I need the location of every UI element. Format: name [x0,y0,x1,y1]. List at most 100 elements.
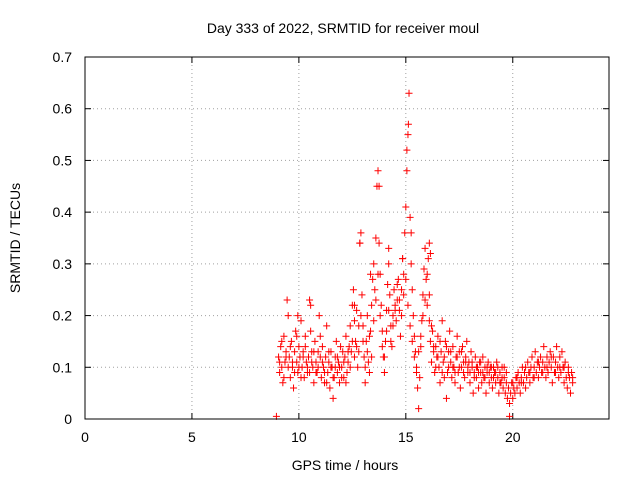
data-point [430,343,438,351]
data-point [290,384,298,392]
data-point [440,374,448,382]
data-point [402,275,410,283]
data-point [569,374,577,382]
data-point [323,379,331,387]
data-point [460,368,468,376]
data-point [353,343,361,351]
data-point [401,229,409,237]
data-point [522,363,530,371]
data-point [383,327,391,335]
data-point [365,368,373,376]
data-point [364,358,372,366]
data-point [442,394,450,402]
data-point [291,348,299,356]
data-point [407,260,415,268]
data-point [297,317,305,325]
data-point [463,337,471,345]
data-point [404,301,412,309]
data-point [350,301,358,309]
data-point [485,379,493,387]
data-point [295,343,303,351]
x-tick-label: 15 [398,429,414,445]
y-axis-label: SRMTID / TECUs [7,183,23,293]
data-point [380,368,388,376]
data-point [370,260,378,268]
data-point [440,353,448,361]
data-point [284,363,292,371]
data-point [418,317,426,325]
data-point [315,312,323,320]
data-point [447,348,455,356]
data-point [534,358,542,366]
y-tick-label: 0.3 [53,256,73,272]
data-point [421,296,429,304]
data-point [451,368,459,376]
data-point [368,301,376,309]
data-point [408,286,416,294]
data-point [517,379,525,387]
data-point [307,301,315,309]
data-point [344,348,352,356]
data-point [403,146,411,154]
data-point [471,353,479,361]
data-point [317,374,325,382]
data-point [490,374,498,382]
data-point [279,379,287,387]
data-point [528,353,536,361]
data-point [363,312,371,320]
data-point [404,120,412,128]
x-tick-label: 10 [291,429,307,445]
data-point [375,239,383,247]
data-point [386,291,394,299]
data-point [322,353,330,361]
data-point [466,379,474,387]
data-point [542,374,550,382]
data-point [385,244,393,252]
data-point [493,358,501,366]
data-point [560,363,568,371]
data-point [378,343,386,351]
data-point [297,374,305,382]
data-point [513,374,521,382]
data-point [278,337,286,345]
data-point [426,337,434,345]
data-point [423,301,431,309]
data-point [276,358,284,366]
data-point [389,322,397,330]
data-point [509,379,517,387]
data-point [498,374,506,382]
data-point [288,358,296,366]
data-point [346,363,354,371]
data-point [329,394,337,402]
data-point [332,337,340,345]
data-point [417,332,425,340]
data-point [355,348,363,356]
data-point [449,363,457,371]
x-axis-label: GPS time / hours [292,457,399,473]
data-point [280,332,288,340]
data-point [456,384,464,392]
data-point [388,343,396,351]
data-point [488,384,496,392]
data-point [448,374,456,382]
data-point [387,337,395,345]
data-point [564,368,572,376]
data-point [293,332,301,340]
data-point [415,348,423,356]
data-point [391,306,399,314]
data-point [371,286,379,294]
data-point [311,337,319,345]
data-point [343,368,351,376]
data-point [359,337,367,345]
data-point [361,379,369,387]
data-point [426,250,434,258]
data-point [374,270,382,278]
axis-ticks [84,56,609,420]
data-point [310,379,318,387]
data-point [306,296,314,304]
data-point [438,317,446,325]
data-point [414,384,422,392]
data-point [415,405,423,413]
data-point [276,368,284,376]
